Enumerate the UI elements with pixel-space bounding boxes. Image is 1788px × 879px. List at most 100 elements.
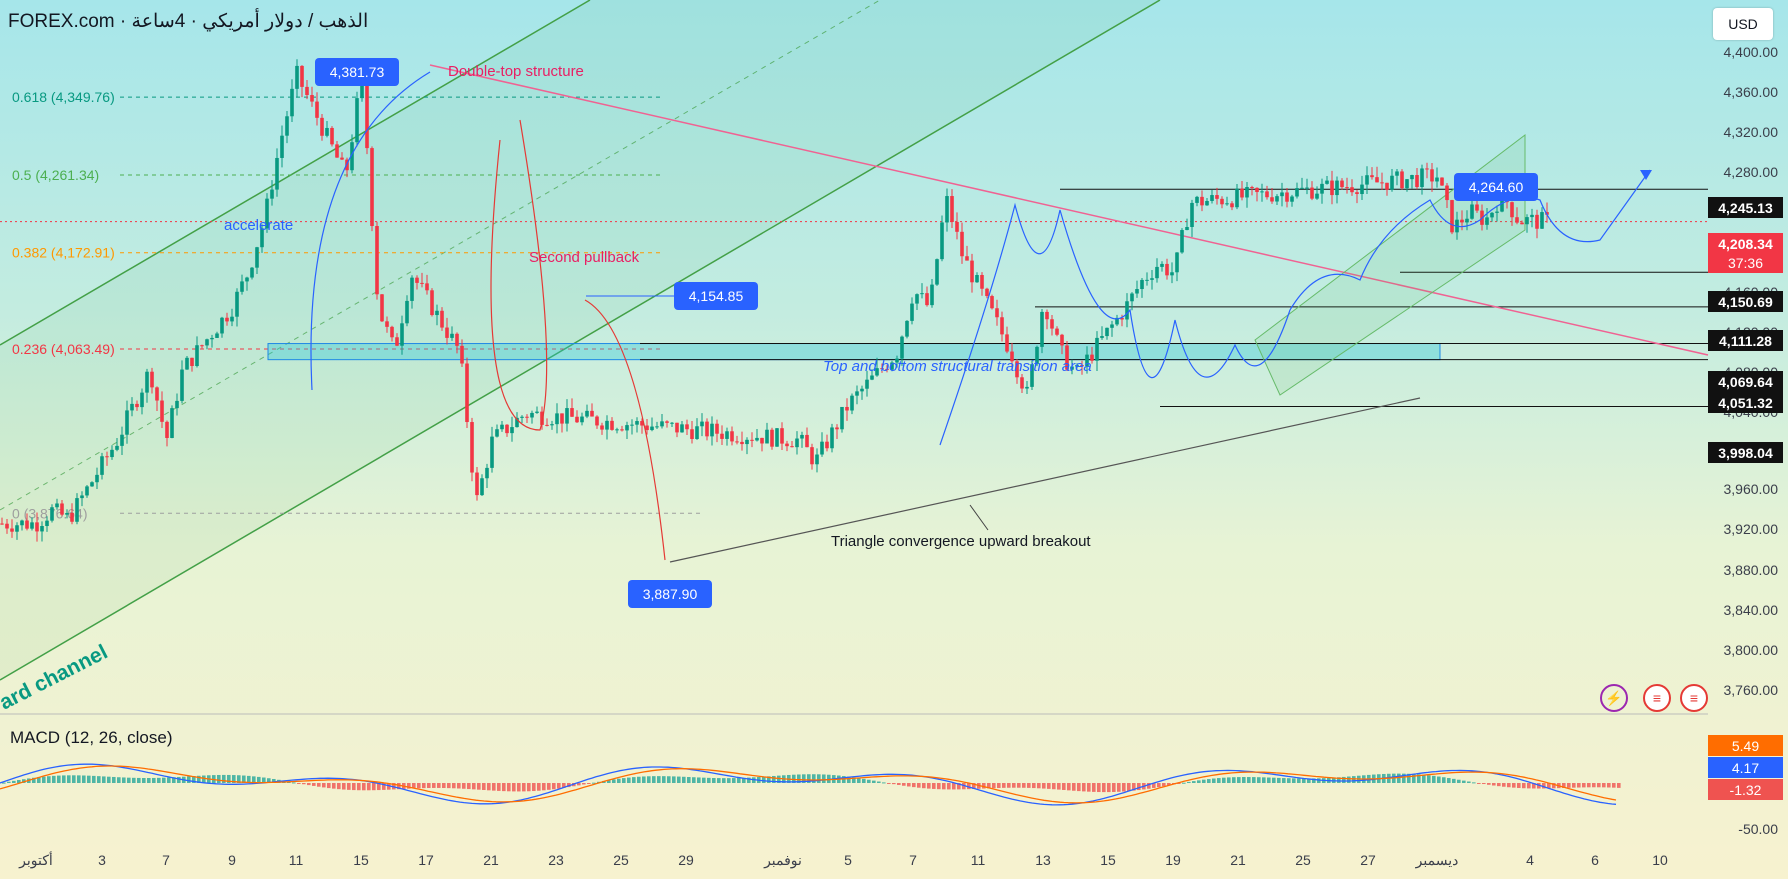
macd-histogram-bar xyxy=(1092,783,1096,792)
macd-hist-tag: -1.32 xyxy=(1708,779,1783,800)
candle-body xyxy=(1095,337,1099,361)
candle-body xyxy=(95,474,99,483)
macd-histogram-bar xyxy=(697,777,701,783)
macd-histogram-bar xyxy=(1062,783,1066,790)
candle-body xyxy=(545,424,549,426)
candle-body xyxy=(615,429,619,431)
candle-body xyxy=(575,416,579,423)
candle-body xyxy=(675,422,679,433)
candle-body xyxy=(1375,177,1379,183)
macd-histogram-bar xyxy=(1102,783,1106,793)
candle-body xyxy=(295,65,299,89)
macd-histogram-bar xyxy=(862,778,866,783)
macd-histogram-bar xyxy=(542,783,546,791)
last-price-tag: 4,208.34 xyxy=(1708,233,1783,254)
candle-body xyxy=(1065,345,1069,370)
candle-body xyxy=(965,256,969,261)
macd-histogram-bar xyxy=(672,776,676,783)
macd-histogram-bar xyxy=(1617,783,1621,788)
x-tick: 21 xyxy=(483,852,499,868)
candle-body xyxy=(825,441,829,449)
macd-histogram-bar xyxy=(772,775,776,783)
candle-body xyxy=(1150,278,1154,280)
candle-body xyxy=(915,294,919,304)
macd-histogram-bar xyxy=(152,777,156,783)
accelerate-label: accelerate xyxy=(224,217,293,234)
macd-histogram-bar xyxy=(472,783,476,790)
candle-body xyxy=(1360,184,1364,195)
candle-body xyxy=(1535,214,1539,229)
candle-body xyxy=(885,368,889,370)
y-tick: 3,880.00 xyxy=(1723,562,1779,578)
macd-histogram-bar xyxy=(1457,779,1461,783)
macd-histogram-bar xyxy=(937,783,941,790)
candle-body xyxy=(820,441,824,455)
candle-body xyxy=(415,277,419,283)
candle-body xyxy=(320,117,324,136)
candle-body xyxy=(1060,334,1064,346)
candle-body xyxy=(1070,366,1074,370)
macd-histogram-bar xyxy=(52,775,56,783)
candle-body xyxy=(750,439,754,441)
macd-histogram-bar xyxy=(307,783,311,786)
macd-histogram-bar xyxy=(242,775,246,783)
macd-histogram-bar xyxy=(1082,783,1086,792)
macd-histogram-bar xyxy=(1447,778,1451,783)
y-tick: 4,360.00 xyxy=(1723,84,1779,100)
candle-body xyxy=(115,445,119,450)
candle-body xyxy=(955,221,959,232)
macd-histogram-bar xyxy=(1517,783,1521,788)
candle-body xyxy=(1075,365,1079,367)
candle-body xyxy=(1515,217,1519,223)
candle-body xyxy=(405,300,409,324)
macd-histogram-bar xyxy=(77,775,81,783)
candle-body xyxy=(210,337,214,340)
triangle-label: Triangle convergence upward breakout xyxy=(831,533,1091,550)
us-flag-icon[interactable]: ≡ xyxy=(1680,684,1708,712)
candle-body xyxy=(445,327,449,338)
candle-body xyxy=(1135,289,1139,294)
macd-histogram-bar xyxy=(202,775,206,783)
macd-histogram-bar xyxy=(412,783,416,789)
macd-histogram-bar xyxy=(1312,778,1316,783)
candle-body xyxy=(830,427,834,449)
candle-body xyxy=(1390,175,1394,190)
macd-histogram-bar xyxy=(797,774,801,783)
macd-histogram-bar xyxy=(217,774,221,783)
callout-low: 3,887.90 xyxy=(643,586,698,602)
macd-histogram-bar xyxy=(722,778,726,783)
candle-body xyxy=(720,433,724,439)
second-pullback-curve xyxy=(584,299,666,561)
candle-body xyxy=(225,317,229,322)
candle-body xyxy=(500,424,504,430)
candle-body xyxy=(80,495,84,499)
macd-histogram-bar xyxy=(237,775,241,783)
us-flag-icon[interactable]: ≡ xyxy=(1643,684,1671,712)
macd-histogram-bar xyxy=(187,776,191,783)
macd-histogram-bar xyxy=(627,777,631,783)
macd-histogram-bar xyxy=(1462,780,1466,783)
macd-histogram-bar xyxy=(677,776,681,783)
currency-button[interactable]: USD xyxy=(1713,8,1773,40)
candle-body xyxy=(770,429,774,447)
macd-histogram-bar xyxy=(407,783,411,789)
candle-body xyxy=(55,503,59,508)
x-tick: 25 xyxy=(613,852,629,868)
macd-title[interactable]: MACD (12, 26, close) xyxy=(10,728,173,747)
candle-body xyxy=(165,421,169,438)
macd-histogram-bar xyxy=(922,783,926,789)
macd-histogram-bar xyxy=(97,776,101,783)
macd-histogram-bar xyxy=(1182,782,1186,784)
x-tick: 6 xyxy=(1591,852,1599,868)
lightning-icon[interactable]: ⚡ xyxy=(1600,684,1628,712)
callout-recent-high-box xyxy=(1454,173,1538,201)
symbol-title[interactable]: FOREX.com · الذهب / دولار أمريكي · 4ساعة xyxy=(8,11,369,32)
candle-body xyxy=(5,523,9,529)
candle-body xyxy=(645,425,649,431)
candle-body xyxy=(1540,212,1544,229)
x-tick: 15 xyxy=(1100,852,1116,868)
macd-histogram-bar xyxy=(817,774,821,783)
candle-body xyxy=(640,421,644,426)
macd-histogram-bar xyxy=(547,783,551,790)
